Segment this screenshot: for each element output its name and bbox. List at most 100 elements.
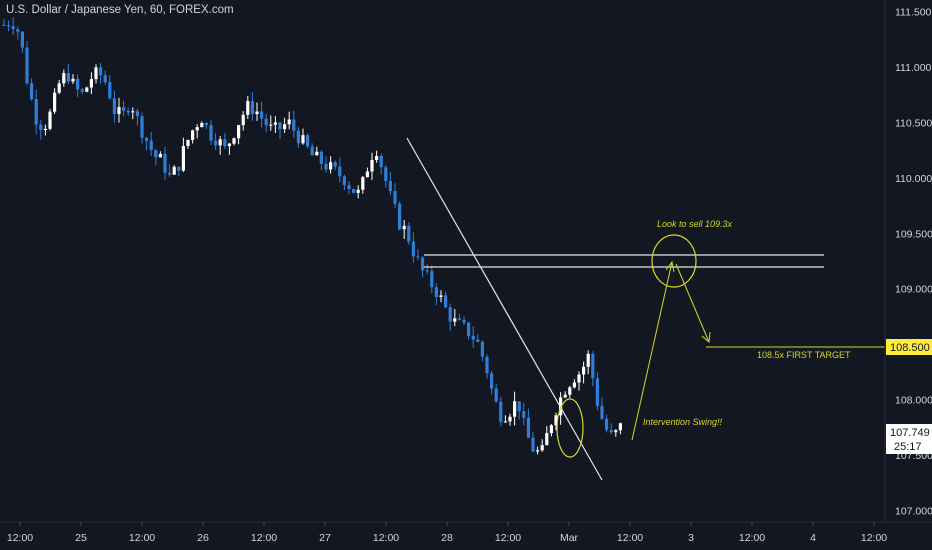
path-arrow-down[interactable] xyxy=(675,263,710,343)
candle-body xyxy=(315,151,319,156)
candle-body xyxy=(283,124,287,130)
candle-body xyxy=(34,99,38,125)
candle-body xyxy=(260,111,264,119)
candle-body xyxy=(499,401,503,422)
x-tick-label: 28 xyxy=(441,532,453,544)
x-tick-label: 3 xyxy=(688,532,694,544)
candle-body xyxy=(7,24,11,27)
candle-body xyxy=(53,92,57,112)
candle-body xyxy=(467,322,471,336)
candle-body xyxy=(393,191,397,204)
trendline[interactable] xyxy=(406,137,603,481)
candle-body xyxy=(122,107,126,111)
x-tick-label: Mar xyxy=(560,532,579,544)
candle-body xyxy=(342,176,346,186)
candle-body xyxy=(25,47,29,84)
candle-body xyxy=(384,167,388,182)
candle-body xyxy=(462,319,466,323)
candle-body xyxy=(172,166,176,175)
candle-body xyxy=(457,318,461,320)
candle-body xyxy=(66,73,70,82)
x-tick-label: 12:00 xyxy=(373,532,399,544)
candle-body xyxy=(135,111,139,117)
candle-body xyxy=(287,119,291,125)
candle-body xyxy=(186,139,190,147)
candle-body xyxy=(306,135,310,147)
candle-body xyxy=(218,139,222,146)
candle-body xyxy=(158,153,162,158)
candle-body xyxy=(430,271,434,288)
candle-body xyxy=(379,156,383,168)
candle-body xyxy=(425,270,429,272)
candle-body xyxy=(614,430,618,433)
candle-body xyxy=(453,318,457,322)
x-tick-label: 12:00 xyxy=(7,532,33,544)
candle-body xyxy=(269,124,273,126)
y-tick-label: 108.000 xyxy=(895,395,932,407)
candle-body xyxy=(402,225,406,230)
x-tick-label: 12:00 xyxy=(251,532,277,544)
candle-body xyxy=(490,373,494,389)
candle-body xyxy=(421,257,425,271)
candle-body xyxy=(117,107,121,115)
swing-circle[interactable] xyxy=(556,398,584,458)
candle-body xyxy=(43,128,47,131)
candle-body xyxy=(476,339,480,342)
candle-body xyxy=(411,241,415,257)
last-price-label: 107.749 25:17 xyxy=(886,424,932,454)
candle-body xyxy=(444,295,448,308)
candle-body xyxy=(204,123,208,126)
path-arrow-up[interactable] xyxy=(631,261,673,441)
candle-body xyxy=(347,185,351,189)
candle-body xyxy=(540,445,544,451)
candle-body xyxy=(310,146,314,156)
candle-body xyxy=(140,116,144,138)
candle-body xyxy=(223,139,227,147)
candle-body xyxy=(407,225,411,242)
candle-body xyxy=(618,423,622,431)
candle-body xyxy=(503,421,507,423)
x-tick-label: 4 xyxy=(810,532,816,544)
candle-body xyxy=(508,416,512,422)
candle-body xyxy=(237,125,241,139)
candle-body xyxy=(255,111,259,115)
candle-body xyxy=(232,138,236,144)
swing-note: Intervention Swing!! xyxy=(643,417,723,427)
target-note: 108.5x FIRST TARGET xyxy=(757,350,851,360)
last-price-text: 107.749 xyxy=(890,427,930,439)
x-tick-label: 12:00 xyxy=(617,532,643,544)
chart-title: U.S. Dollar / Japanese Yen, 60, FOREX.co… xyxy=(6,4,234,16)
candle-body xyxy=(2,24,6,26)
candle-body xyxy=(609,430,613,433)
candle-body xyxy=(241,114,245,126)
candle-body xyxy=(145,137,149,141)
x-tick-label: 25 xyxy=(75,532,87,544)
candle-body xyxy=(273,122,277,125)
candle-body xyxy=(545,433,549,446)
candle-body xyxy=(195,127,199,131)
target-price-label: 108.500 xyxy=(886,339,932,355)
candle-body xyxy=(333,162,337,167)
y-tick-label: 110.500 xyxy=(895,117,932,129)
candle-body xyxy=(168,172,172,175)
y-tick-label: 111.500 xyxy=(895,7,932,19)
candle-body xyxy=(181,146,185,171)
candle-body xyxy=(62,73,66,84)
arrow-up-head xyxy=(665,260,675,273)
candle-body xyxy=(517,401,521,412)
candle-body xyxy=(375,156,379,160)
candle-body xyxy=(209,125,213,141)
sell-zone-circle[interactable] xyxy=(651,234,697,288)
candle-body xyxy=(149,140,153,151)
candle-body xyxy=(352,188,356,193)
candle-body xyxy=(577,374,581,383)
time-axis[interactable]: 12:00 25 12:00 26 12:00 27 12:00 28 12:00 Mar 12:0… xyxy=(0,521,932,544)
candle-body xyxy=(471,335,475,340)
candle-body xyxy=(301,135,305,144)
candle-body xyxy=(485,356,489,374)
candle-body xyxy=(177,166,181,171)
candle-body xyxy=(338,166,342,177)
candle-body xyxy=(126,110,130,113)
candle-body xyxy=(319,151,323,164)
